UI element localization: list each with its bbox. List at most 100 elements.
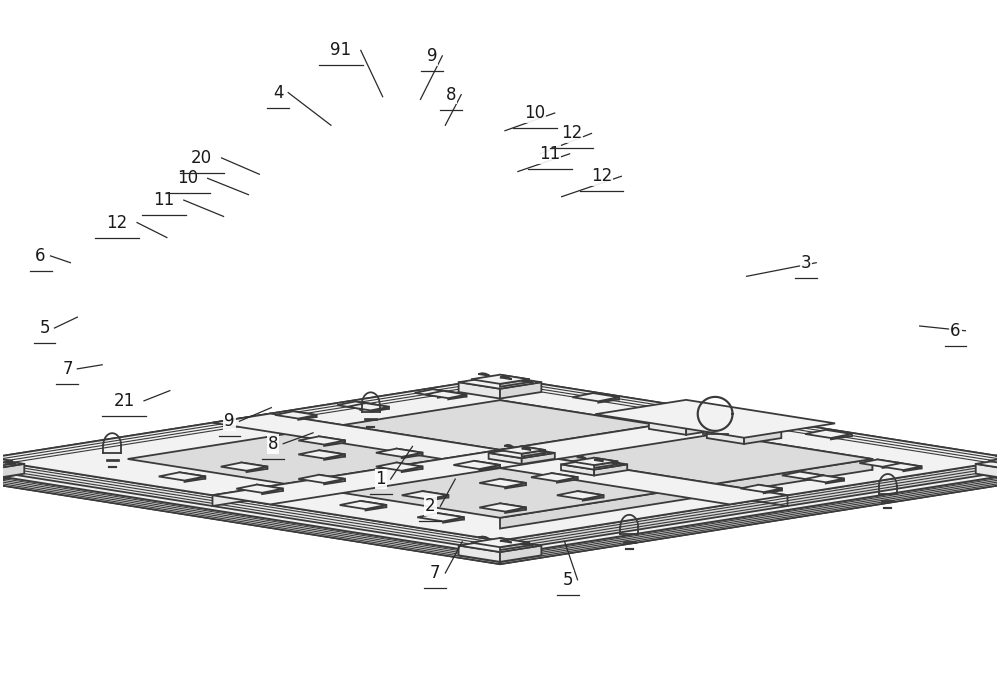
Polygon shape	[270, 414, 788, 506]
Polygon shape	[500, 382, 541, 399]
Polygon shape	[0, 401, 1000, 564]
Polygon shape	[649, 406, 723, 418]
Polygon shape	[0, 456, 12, 466]
Polygon shape	[782, 472, 823, 479]
Polygon shape	[128, 415, 872, 532]
Polygon shape	[880, 463, 921, 470]
Polygon shape	[324, 479, 345, 484]
Text: 12: 12	[591, 167, 612, 185]
Polygon shape	[474, 461, 500, 467]
Polygon shape	[0, 459, 500, 552]
Text: 21: 21	[113, 392, 135, 410]
Polygon shape	[324, 440, 345, 446]
Polygon shape	[988, 456, 1000, 466]
Polygon shape	[800, 472, 823, 477]
Polygon shape	[448, 394, 466, 399]
Polygon shape	[522, 543, 533, 546]
Polygon shape	[471, 375, 529, 384]
Polygon shape	[371, 407, 389, 412]
Polygon shape	[748, 418, 774, 424]
Polygon shape	[0, 392, 500, 482]
Polygon shape	[471, 538, 529, 547]
Polygon shape	[0, 473, 500, 564]
Text: 12: 12	[561, 124, 582, 143]
Polygon shape	[557, 477, 578, 483]
Polygon shape	[805, 430, 852, 438]
Polygon shape	[826, 479, 844, 484]
Polygon shape	[402, 491, 448, 499]
Polygon shape	[561, 464, 594, 475]
Polygon shape	[179, 473, 205, 479]
Polygon shape	[402, 466, 422, 472]
Polygon shape	[522, 447, 545, 453]
Polygon shape	[500, 392, 1000, 482]
Polygon shape	[347, 403, 389, 410]
Polygon shape	[0, 377, 1000, 541]
Polygon shape	[611, 462, 621, 464]
Polygon shape	[459, 545, 500, 562]
Polygon shape	[402, 453, 422, 458]
Polygon shape	[337, 401, 378, 409]
Polygon shape	[500, 540, 512, 543]
Polygon shape	[355, 401, 378, 407]
Polygon shape	[433, 389, 456, 395]
Polygon shape	[500, 377, 512, 379]
Polygon shape	[995, 455, 1000, 458]
Polygon shape	[241, 462, 267, 469]
Polygon shape	[212, 414, 788, 504]
Polygon shape	[185, 476, 205, 482]
Polygon shape	[212, 414, 788, 504]
Polygon shape	[594, 464, 627, 475]
Text: 6: 6	[35, 247, 46, 265]
Polygon shape	[360, 501, 386, 507]
Polygon shape	[522, 450, 545, 457]
Polygon shape	[500, 543, 529, 550]
Polygon shape	[459, 539, 541, 552]
Polygon shape	[324, 454, 345, 460]
Polygon shape	[360, 405, 378, 410]
Polygon shape	[557, 491, 603, 499]
Polygon shape	[593, 393, 619, 399]
Polygon shape	[298, 450, 345, 458]
Polygon shape	[298, 475, 345, 483]
Polygon shape	[422, 491, 448, 497]
Polygon shape	[539, 450, 548, 453]
Polygon shape	[831, 434, 852, 439]
Polygon shape	[366, 403, 389, 409]
Polygon shape	[650, 405, 697, 414]
Polygon shape	[805, 475, 823, 480]
Polygon shape	[583, 495, 603, 501]
Polygon shape	[552, 473, 578, 480]
Polygon shape	[397, 462, 422, 469]
Text: 11: 11	[153, 191, 175, 209]
Polygon shape	[0, 392, 1000, 556]
Polygon shape	[594, 462, 617, 468]
Polygon shape	[522, 453, 555, 464]
Polygon shape	[578, 491, 603, 497]
Polygon shape	[212, 414, 730, 506]
Polygon shape	[883, 463, 901, 468]
Polygon shape	[500, 375, 529, 382]
Polygon shape	[505, 483, 526, 488]
Polygon shape	[366, 505, 386, 510]
Polygon shape	[903, 466, 921, 471]
Polygon shape	[500, 400, 872, 470]
Text: 10: 10	[177, 169, 198, 187]
Polygon shape	[415, 389, 456, 397]
Polygon shape	[275, 412, 316, 418]
Polygon shape	[728, 418, 774, 426]
Polygon shape	[0, 377, 500, 470]
Polygon shape	[298, 415, 316, 420]
Polygon shape	[0, 464, 24, 480]
Polygon shape	[319, 475, 345, 481]
Polygon shape	[479, 465, 500, 471]
Polygon shape	[898, 463, 921, 469]
Polygon shape	[826, 430, 852, 436]
Polygon shape	[976, 458, 1000, 471]
Text: 9: 9	[427, 47, 438, 65]
Polygon shape	[478, 536, 490, 539]
Text: 2: 2	[425, 497, 436, 515]
Text: 3: 3	[801, 254, 812, 272]
Polygon shape	[676, 410, 697, 415]
Polygon shape	[293, 412, 316, 417]
